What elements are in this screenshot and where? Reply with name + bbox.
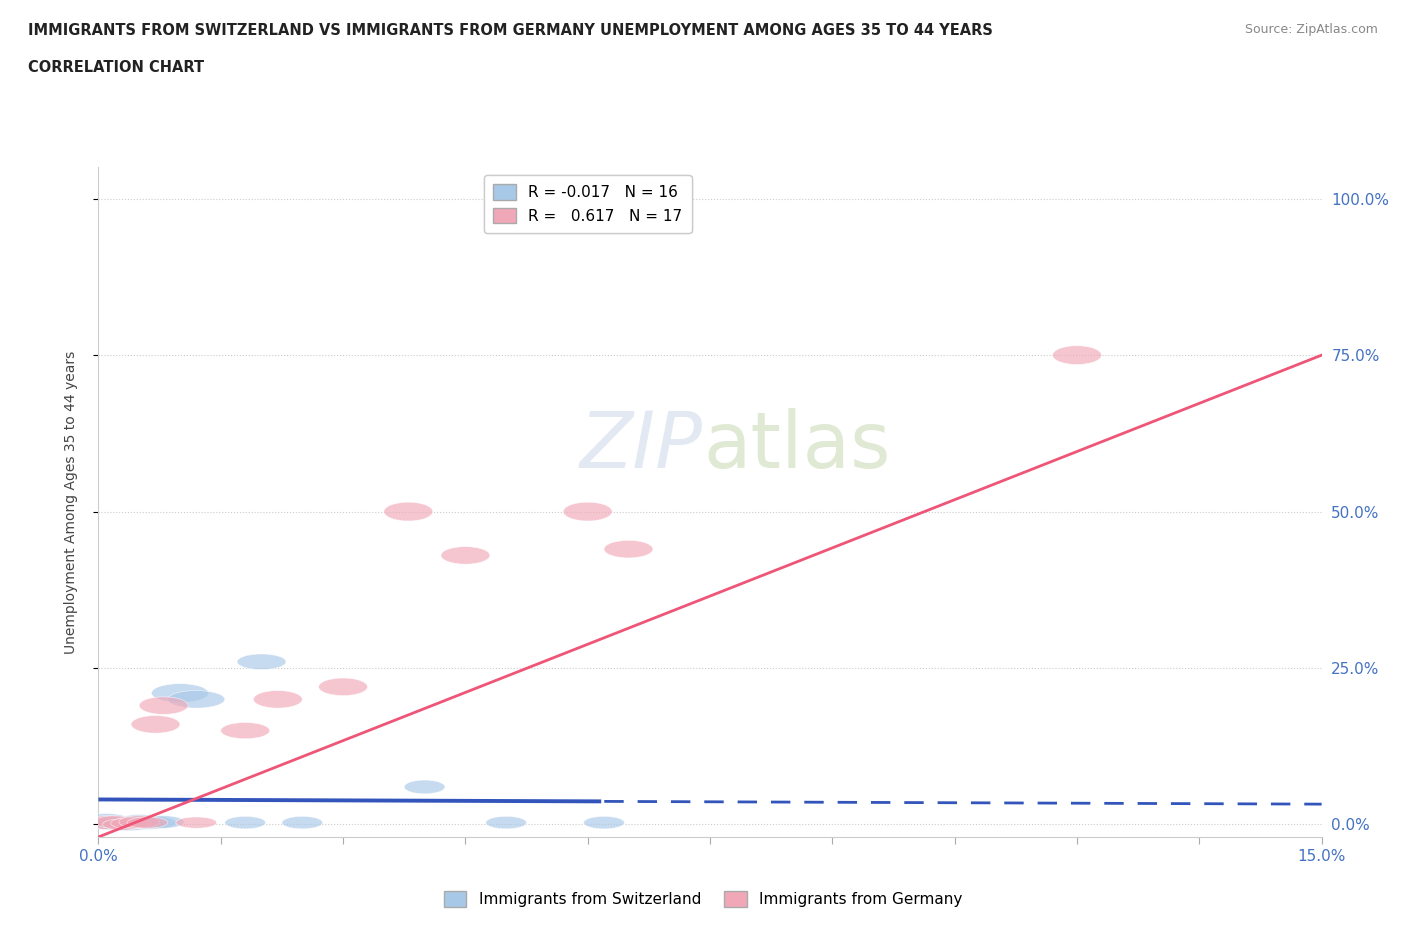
Ellipse shape xyxy=(120,816,160,829)
Ellipse shape xyxy=(120,815,160,829)
Ellipse shape xyxy=(583,817,624,829)
Ellipse shape xyxy=(111,817,152,829)
Ellipse shape xyxy=(86,816,127,830)
Legend: Immigrants from Switzerland, Immigrants from Germany: Immigrants from Switzerland, Immigrants … xyxy=(437,884,969,913)
Legend: R = -0.017   N = 16, R =   0.617   N = 17: R = -0.017 N = 16, R = 0.617 N = 17 xyxy=(484,175,692,233)
Ellipse shape xyxy=(238,654,285,670)
Ellipse shape xyxy=(486,817,527,829)
Ellipse shape xyxy=(152,684,208,702)
Ellipse shape xyxy=(127,817,167,830)
Ellipse shape xyxy=(139,697,188,714)
Ellipse shape xyxy=(167,691,225,708)
Ellipse shape xyxy=(135,817,176,829)
Text: atlas: atlas xyxy=(703,408,890,485)
Ellipse shape xyxy=(82,814,131,830)
Ellipse shape xyxy=(1053,346,1101,365)
Ellipse shape xyxy=(253,691,302,708)
Ellipse shape xyxy=(281,817,323,829)
Ellipse shape xyxy=(94,816,135,829)
Ellipse shape xyxy=(564,502,612,521)
Y-axis label: Unemployment Among Ages 35 to 44 years: Unemployment Among Ages 35 to 44 years xyxy=(63,351,77,654)
Ellipse shape xyxy=(605,540,652,558)
Ellipse shape xyxy=(111,818,152,830)
Ellipse shape xyxy=(103,818,143,830)
Text: Source: ZipAtlas.com: Source: ZipAtlas.com xyxy=(1244,23,1378,36)
Ellipse shape xyxy=(441,547,489,565)
Ellipse shape xyxy=(319,678,367,696)
Ellipse shape xyxy=(143,816,184,829)
Text: IMMIGRANTS FROM SWITZERLAND VS IMMIGRANTS FROM GERMANY UNEMPLOYMENT AMONG AGES 3: IMMIGRANTS FROM SWITZERLAND VS IMMIGRANT… xyxy=(28,23,993,38)
Ellipse shape xyxy=(221,723,270,738)
Ellipse shape xyxy=(384,502,433,521)
Ellipse shape xyxy=(94,817,135,830)
Ellipse shape xyxy=(404,780,444,794)
Text: ZIP: ZIP xyxy=(581,408,703,485)
Ellipse shape xyxy=(176,817,217,829)
Ellipse shape xyxy=(131,715,180,733)
Ellipse shape xyxy=(103,818,143,830)
Ellipse shape xyxy=(225,817,266,829)
Ellipse shape xyxy=(127,817,167,829)
Text: CORRELATION CHART: CORRELATION CHART xyxy=(28,60,204,75)
